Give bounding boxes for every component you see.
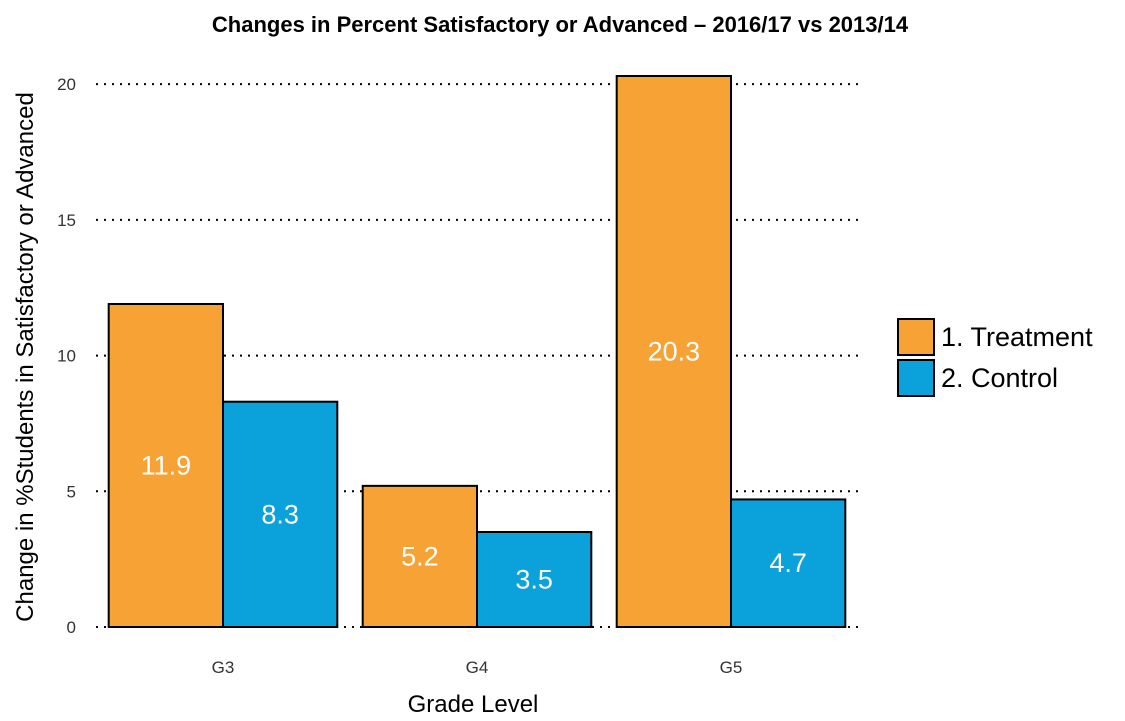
- bar-value-label: 11.9: [141, 451, 192, 481]
- x-tick-label: G4: [466, 658, 489, 677]
- bar: [730, 498, 847, 628]
- bars: [107, 75, 847, 629]
- x-axis: G3 G4 G5: [212, 658, 743, 677]
- bar-value-label: 5.2: [401, 541, 439, 571]
- y-axis-title: Change in %Students in Satisfactory or A…: [12, 92, 39, 622]
- bar: [222, 400, 339, 629]
- y-tick-label: 0: [67, 618, 76, 637]
- bar-labels: 11.9 8.3 5.2 3.5 20.3 4.7: [141, 337, 807, 595]
- y-tick-label: 10: [57, 347, 76, 366]
- bar: [361, 484, 479, 628]
- bar-value-label: 4.7: [769, 548, 807, 578]
- y-tick-label: 5: [67, 482, 76, 501]
- bar: [615, 75, 733, 628]
- x-tick-label: G3: [212, 658, 235, 677]
- bar-value-label: 20.3: [648, 337, 701, 367]
- legend-label: 2. Control: [941, 363, 1058, 393]
- y-tick-label: 20: [57, 75, 76, 94]
- bar-value-label: 8.3: [261, 499, 299, 529]
- chart-title: Changes in Percent Satisfactory or Advan…: [212, 12, 909, 37]
- bar: [476, 531, 593, 628]
- bar: [107, 303, 224, 628]
- bar-value-label: 3.5: [515, 565, 553, 595]
- y-tick-label: 15: [57, 211, 76, 230]
- legend: 1. Treatment 2. Control: [897, 318, 1093, 397]
- y-axis: 0 5 10 15 20: [57, 75, 76, 637]
- x-tick-label: G5: [720, 658, 743, 677]
- x-axis-title: Grade Level: [408, 691, 539, 718]
- legend-label: 1. Treatment: [941, 322, 1093, 352]
- legend-swatch: [897, 318, 935, 356]
- legend-swatch: [897, 359, 935, 397]
